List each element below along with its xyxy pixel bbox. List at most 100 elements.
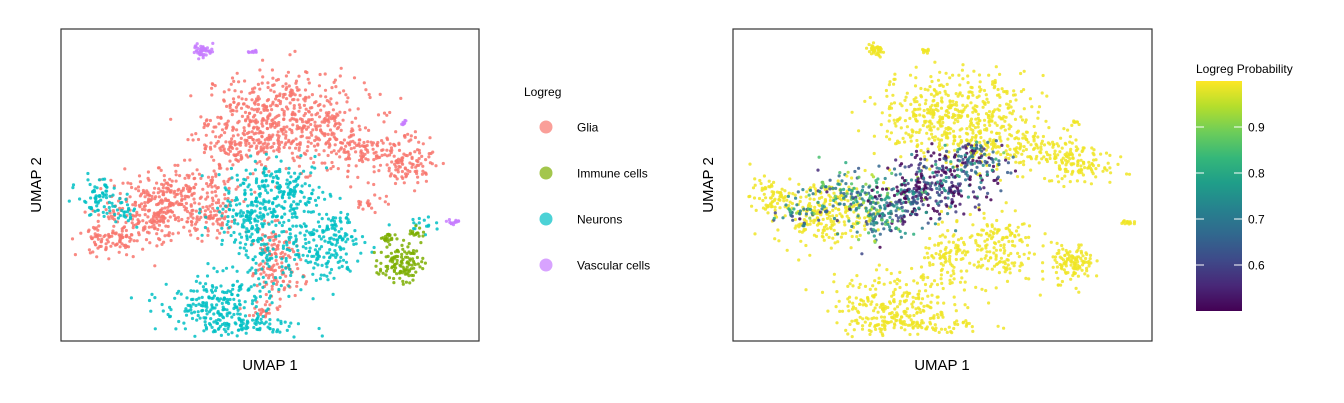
cell-point <box>220 301 224 305</box>
cell-point <box>1008 233 1013 237</box>
cell-point <box>252 294 257 298</box>
cell-point <box>971 110 975 114</box>
cell-point <box>363 152 367 156</box>
cell-point <box>949 127 953 131</box>
cell-point <box>105 211 109 215</box>
cell-point <box>330 160 334 165</box>
cell-point <box>322 273 326 277</box>
cell-point <box>387 169 391 173</box>
cell-point <box>212 158 216 162</box>
cell-point <box>1086 274 1090 278</box>
cell-point <box>320 263 324 267</box>
cell-point <box>287 84 291 88</box>
cell-point <box>210 181 214 185</box>
cell-point <box>238 143 242 147</box>
cell-point <box>972 69 976 73</box>
cell-point <box>204 133 208 137</box>
cell-point <box>96 237 100 241</box>
cell-point <box>206 124 210 128</box>
cell-point <box>90 237 94 241</box>
cell-point <box>223 197 227 201</box>
cell-point <box>258 282 262 286</box>
cell-point <box>940 281 944 285</box>
points-left <box>67 41 461 339</box>
cell-point <box>287 324 291 328</box>
cell-point <box>266 85 270 90</box>
cell-point <box>965 322 969 327</box>
cell-point <box>257 308 262 312</box>
cell-point <box>253 321 257 325</box>
cell-point <box>392 142 396 146</box>
cell-point <box>423 233 427 237</box>
cell-point <box>1008 133 1012 137</box>
cell-point <box>251 318 255 322</box>
cell-point <box>147 178 151 182</box>
cell-point <box>231 128 235 132</box>
cell-point <box>849 229 853 233</box>
cell-point <box>1132 220 1137 224</box>
cell-point <box>926 47 930 52</box>
cell-point <box>250 98 254 102</box>
cell-point <box>852 328 856 332</box>
cell-point <box>262 170 266 174</box>
cell-point <box>400 243 404 247</box>
cell-point <box>380 153 384 157</box>
cell-point <box>835 214 839 218</box>
cell-point <box>847 219 851 223</box>
cell-point <box>156 166 161 170</box>
cell-point <box>267 273 272 277</box>
cell-point <box>185 209 190 214</box>
cell-point <box>219 115 223 119</box>
cell-point <box>957 73 961 77</box>
cell-point <box>296 267 300 271</box>
cell-point <box>883 324 887 328</box>
cell-point <box>1008 271 1012 275</box>
cell-point <box>305 149 309 153</box>
cell-point <box>351 239 355 243</box>
cell-point <box>399 158 403 162</box>
cell-point <box>89 196 93 200</box>
cell-point <box>257 138 261 142</box>
cell-point <box>210 155 214 159</box>
cell-point <box>246 255 250 260</box>
cell-point <box>330 86 334 90</box>
cell-point <box>175 291 179 295</box>
cell-point <box>334 224 338 228</box>
cell-point <box>846 332 850 336</box>
cell-point <box>1087 264 1091 268</box>
cell-point <box>283 286 287 290</box>
cell-point <box>896 216 901 220</box>
cell-point <box>929 92 934 96</box>
cell-point <box>327 251 331 255</box>
cell-point <box>1021 175 1025 179</box>
cell-point <box>99 187 103 191</box>
cell-point <box>883 307 887 311</box>
cell-point <box>797 258 801 262</box>
cell-point <box>919 275 923 279</box>
cell-point <box>261 58 265 62</box>
cell-point <box>243 79 247 83</box>
cell-point <box>959 236 964 240</box>
cell-point <box>1058 150 1062 154</box>
cell-point <box>87 248 91 252</box>
cell-point <box>229 233 233 238</box>
cell-point <box>912 313 916 318</box>
cell-point <box>944 251 948 255</box>
cell-point <box>256 230 260 234</box>
cell-point <box>1003 270 1007 274</box>
cell-point <box>1016 251 1020 255</box>
cell-point <box>988 250 992 254</box>
cell-point <box>272 263 276 267</box>
cell-point <box>372 170 376 174</box>
cell-point <box>298 93 302 97</box>
cell-point <box>378 155 382 159</box>
cell-point <box>211 130 215 134</box>
cell-point <box>931 326 935 330</box>
cell-point <box>933 138 937 142</box>
cell-point <box>132 207 137 211</box>
cell-point <box>1021 149 1025 153</box>
cell-point <box>319 245 324 249</box>
cell-point <box>816 168 820 172</box>
cell-point <box>873 239 877 243</box>
cell-point <box>914 130 919 134</box>
